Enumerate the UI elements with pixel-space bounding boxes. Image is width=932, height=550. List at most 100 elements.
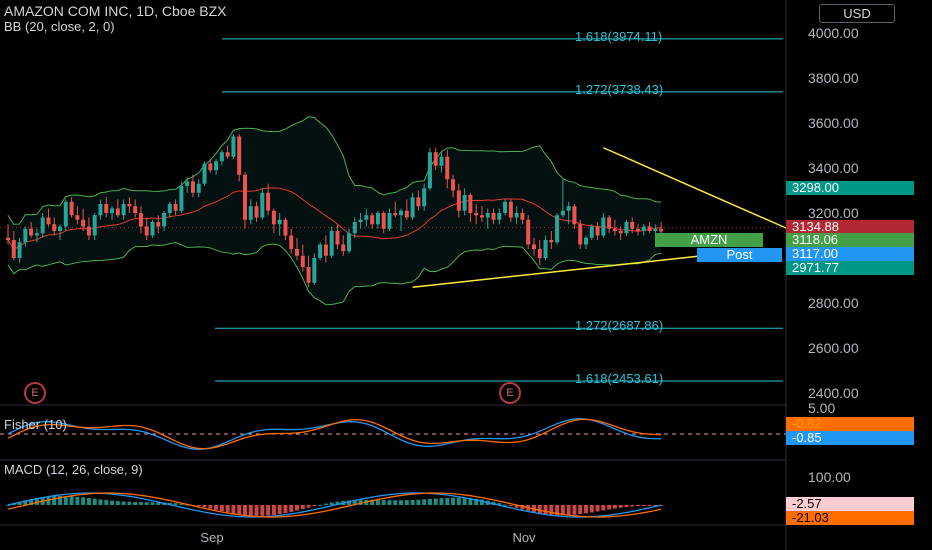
y-tick-label: 3600.00	[808, 115, 859, 131]
macd-histogram-bar	[653, 505, 658, 506]
candle-body	[237, 136, 242, 175]
candle-body	[11, 240, 16, 258]
macd-histogram-bar	[375, 499, 380, 505]
candle-body	[375, 213, 380, 225]
macd-histogram-bar	[630, 505, 635, 507]
triangle-upper-line	[603, 147, 787, 229]
macd-label[interactable]: MACD (12, 26, close, 9)	[4, 462, 143, 477]
macd-histogram-bar	[508, 505, 513, 507]
candle-body	[358, 219, 363, 222]
candle-body	[520, 213, 525, 220]
macd-histogram-bar	[549, 505, 554, 515]
candle-body	[173, 204, 178, 211]
earnings-event-icon[interactable]: E	[499, 382, 521, 404]
candle-body	[399, 210, 404, 216]
fisher-badge: -0.82	[786, 417, 914, 431]
candle-body	[636, 228, 641, 231]
bb-lower-line	[7, 241, 662, 306]
macd-histogram-bar	[167, 502, 172, 505]
macd-histogram-bar	[58, 495, 63, 505]
macd-histogram-bar	[242, 505, 247, 516]
candle-body	[127, 204, 132, 207]
macd-histogram-bar	[138, 502, 143, 505]
candle-body	[69, 201, 74, 216]
triangle-lower-line	[412, 255, 701, 288]
bb-indicator-label[interactable]: BB (20, close, 2, 0)	[4, 19, 115, 34]
earnings-event-icon[interactable]: E	[24, 382, 46, 404]
macd-histogram-bar	[23, 500, 28, 505]
macd-histogram-bar	[219, 505, 224, 512]
candle-body	[566, 206, 571, 211]
candle-body	[179, 186, 184, 211]
macd-histogram-bar	[225, 505, 230, 513]
macd-histogram-bar	[63, 496, 68, 505]
fib-level-label: 1.272(3738.43)	[575, 81, 664, 97]
macd-histogram-bar	[468, 498, 473, 505]
y-tick-label: 2800.00	[808, 295, 859, 311]
candle-body	[185, 181, 190, 186]
candle-body	[196, 183, 201, 193]
candle-body	[514, 213, 519, 218]
macd-histogram-bar	[214, 505, 219, 510]
candle-body	[121, 204, 126, 216]
candle-body	[381, 213, 386, 229]
y-tick-label: 3800.00	[808, 70, 859, 86]
candle-body	[52, 224, 57, 231]
y-tick-label: 3400.00	[808, 160, 859, 176]
candle-body	[503, 201, 508, 213]
price-badge: 3298.00	[786, 181, 914, 195]
macd-histogram-bar	[202, 505, 207, 508]
macd-histogram-bar	[81, 497, 86, 505]
candle-body	[214, 161, 219, 171]
candle-body	[167, 204, 172, 213]
candle-body	[86, 226, 91, 236]
macd-histogram-bar	[520, 505, 525, 510]
candle-body	[474, 213, 479, 216]
candle-body	[40, 217, 45, 234]
candle-body	[335, 231, 340, 245]
fisher-badge: -0.85	[786, 431, 914, 445]
macd-histogram-bar	[329, 502, 334, 505]
fisher-label[interactable]: Fisher (10)	[4, 417, 67, 432]
candle-body	[456, 190, 461, 211]
macd-histogram-bar	[86, 498, 91, 505]
macd-histogram-bar	[410, 499, 415, 505]
fib-level-label: 1.272(2687.86)	[575, 318, 664, 334]
candle-body	[508, 201, 513, 218]
candle-body	[306, 267, 311, 283]
fib-level-label: 1.618(2453.61)	[575, 370, 664, 386]
candle-body	[231, 136, 236, 157]
macd-histogram-bar	[595, 505, 600, 512]
candle-body	[601, 217, 606, 236]
x-tick-label: Sep	[200, 530, 224, 545]
candle-body	[277, 219, 282, 225]
candle-body	[578, 224, 583, 245]
candle-body	[364, 215, 369, 220]
macd-histogram-bar	[624, 505, 629, 508]
candle-body	[6, 237, 10, 240]
candle-body	[225, 152, 230, 157]
macd-histogram-bar	[474, 498, 479, 505]
price-badge: 3117.00	[786, 247, 914, 261]
macd-histogram-bar	[318, 504, 323, 506]
candle-body	[133, 206, 138, 213]
candle-body	[34, 233, 39, 236]
macd-histogram-bar	[46, 496, 51, 505]
macd-histogram-bar	[572, 505, 577, 515]
macd-histogram-bar	[17, 501, 22, 505]
macd-histogram-bar	[34, 497, 39, 505]
candle-body	[271, 210, 276, 225]
currency-button[interactable]: USD	[819, 4, 895, 23]
candle-body	[115, 208, 120, 216]
candle-body	[404, 210, 409, 218]
candle-body	[468, 195, 473, 213]
macd-histogram-bar	[381, 500, 386, 505]
macd-histogram-bar	[173, 503, 178, 505]
y-tick-label: 2400.00	[808, 385, 859, 401]
macd-histogram-bar	[439, 498, 444, 505]
macd-histogram-bar	[578, 505, 583, 515]
candle-body	[624, 222, 629, 234]
candle-body	[92, 215, 97, 236]
candle-body	[254, 206, 259, 218]
